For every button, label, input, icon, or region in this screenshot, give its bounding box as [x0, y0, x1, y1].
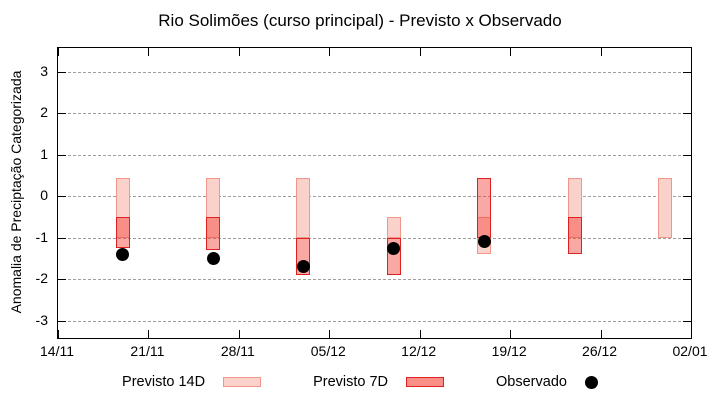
gridline-y-0: [58, 196, 691, 198]
legend-item-previsto-7d: Previsto 7D: [313, 374, 445, 390]
x-tick-bottom-14/11: [58, 330, 59, 338]
observado-dot-03-12: [296, 260, 310, 274]
x-tick-top-12/12: [419, 48, 421, 56]
x-tick-top-28/11: [238, 48, 240, 56]
x-tick-label: 02/01: [672, 343, 708, 359]
previsto-14d-bar-10-12: [386, 217, 401, 238]
y-tick-right-0: [683, 196, 691, 198]
chart-title: Rio Solimões (curso principal) - Previst…: [158, 11, 562, 30]
y-tick-label: -1: [35, 228, 48, 245]
previsto-7d-bar-24-12: [567, 217, 582, 255]
observado-dot-19-11: [116, 247, 130, 261]
legend-label-observado: Observado: [496, 374, 567, 390]
y-tick-right-3: [683, 72, 691, 74]
x-tick-top-05/12: [329, 48, 331, 56]
previsto-14d-bar-26-11: [206, 177, 221, 238]
x-tick-label: 21/11: [130, 343, 165, 359]
y-tick-left-1: [58, 154, 66, 156]
x-tick-label: 28/11: [220, 343, 255, 359]
legend-label-previsto-7d: Previsto 7D: [313, 374, 389, 390]
x-tick-label: 14/11: [40, 343, 74, 359]
x-tick-label: 12/12: [401, 343, 437, 359]
y-tick-right--2: [683, 279, 691, 281]
x-tick-label: 05/12: [310, 343, 346, 359]
x-tick-bottom-19/12: [510, 330, 512, 338]
observado-dot-10-12: [387, 241, 401, 255]
y-tick-right-2: [683, 113, 691, 115]
x-tick-top-02/01: [691, 48, 692, 56]
previsto-7d-bar-17-12: [477, 177, 492, 238]
x-tick-bottom-21/11: [148, 330, 150, 338]
gridline-y--2: [58, 279, 691, 281]
legend-swatch-7d-icon: [406, 377, 445, 387]
x-tick-label: 19/12: [491, 343, 527, 359]
gridline-y-2: [58, 113, 691, 115]
y-tick-left--3: [58, 320, 66, 322]
legend-item-previsto-14d: Previsto 14D: [122, 374, 262, 390]
y-tick-label: 3: [40, 63, 48, 80]
gridline-y--1: [58, 237, 691, 239]
y-tick-left--2: [58, 279, 66, 281]
legend-item-observado: Observado: [496, 374, 598, 390]
y-tick-label: 1: [40, 145, 48, 162]
legend: Previsto 14D Previsto 7D Observado: [0, 374, 720, 390]
y-tick-label: -2: [35, 270, 48, 287]
observado-dot-26-11: [206, 251, 220, 265]
y-tick-label: 2: [40, 104, 48, 121]
previsto-7d-bar-19-11: [115, 217, 130, 249]
previsto-7d-bar-26-11: [206, 217, 221, 251]
y-tick-left-3: [58, 72, 66, 74]
legend-label-previsto-14d: Previsto 14D: [122, 374, 206, 390]
y-tick-label: -3: [35, 311, 48, 328]
previsto-14d-bar-31-12: [658, 177, 673, 238]
x-tick-bottom-12/12: [419, 330, 421, 338]
gridline-y-3: [58, 72, 691, 74]
legend-swatch-observado-icon: [584, 375, 598, 389]
x-tick-bottom-02/01: [691, 330, 692, 338]
observado-dot-17-12: [477, 235, 491, 249]
y-tick-left--1: [58, 237, 66, 239]
x-tick-top-21/11: [148, 48, 150, 56]
legend-swatch-14d-icon: [223, 377, 262, 387]
x-tick-label: 26/12: [582, 343, 618, 359]
previsto-14d-bar-03-12: [296, 177, 311, 238]
x-tick-top-14/11: [58, 48, 59, 56]
plot-area: [57, 47, 692, 339]
x-tick-bottom-26/12: [600, 330, 602, 338]
gridline-y-1: [58, 154, 691, 156]
x-tick-top-19/12: [510, 48, 512, 56]
y-tick-right--1: [683, 237, 691, 239]
y-tick-right-1: [683, 154, 691, 156]
y-tick-left-2: [58, 113, 66, 115]
y-tick-left-0: [58, 196, 66, 198]
y-tick-right--3: [683, 320, 691, 322]
x-tick-bottom-28/11: [238, 330, 240, 338]
x-tick-top-26/12: [600, 48, 602, 56]
x-tick-bottom-05/12: [329, 330, 331, 338]
previsto-14d-bar-24-12: [567, 177, 582, 238]
y-tick-label: 0: [40, 187, 48, 204]
previsto-14d-bar-19-11: [115, 177, 130, 238]
gridline-y--3: [58, 320, 691, 322]
